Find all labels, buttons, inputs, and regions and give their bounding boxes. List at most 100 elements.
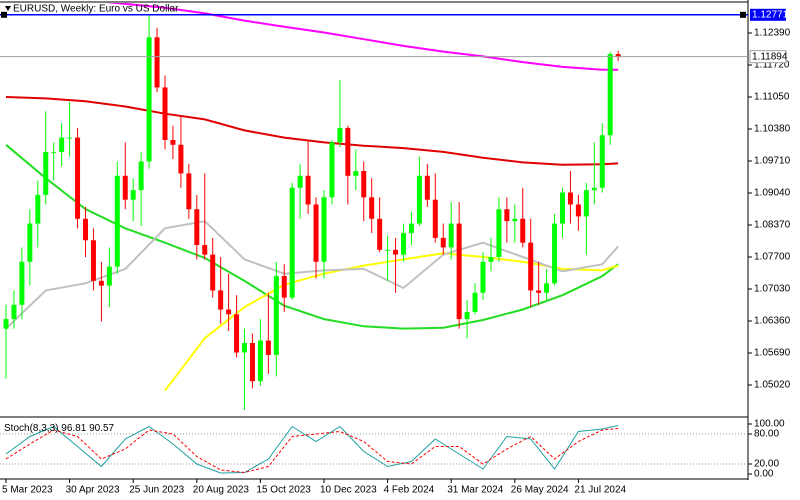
candle-body: [512, 218, 518, 222]
y-tick-label: 1.10380: [754, 124, 791, 135]
candle-body: [51, 151, 57, 153]
candle-body: [440, 237, 446, 248]
candle-body: [249, 342, 255, 382]
candle-body: [273, 276, 279, 355]
candle-body: [138, 161, 144, 191]
candle-body: [560, 192, 565, 224]
y-tick-label: 1.07030: [754, 284, 791, 295]
x-tick-label: 25 Jun 2023: [129, 485, 184, 496]
indicator-k: 96.81: [61, 423, 86, 434]
candle-body: [242, 342, 247, 353]
x-tick-label: 10 Dec 2023: [320, 485, 377, 496]
candle-body: [567, 192, 573, 205]
candle-body: [75, 137, 81, 219]
chart-title: EURUSD, Weekly: Euro vs US Dollar: [13, 4, 179, 15]
candle-body: [583, 190, 589, 217]
stochastic-plot: [0, 425, 748, 474]
candle-body: [408, 223, 414, 234]
candle-body: [528, 242, 534, 291]
level-label: 1.12771: [752, 9, 789, 20]
candle-body: [35, 194, 41, 224]
x-tick-label: 30 Apr 2023: [66, 485, 120, 496]
candle-body: [186, 173, 192, 210]
indicator-tick-label: 0.00: [754, 469, 774, 480]
candle-body: [488, 256, 494, 262]
header-icon: [5, 6, 11, 11]
y-tick-label: 1.07700: [754, 252, 791, 263]
indicator-tick-label: 100.00: [754, 419, 785, 430]
y-tick-label: 1.12390: [754, 28, 791, 39]
candle-body: [456, 223, 462, 320]
candle-body: [544, 283, 550, 293]
level-label-box: [750, 8, 786, 21]
candle-body: [210, 254, 216, 291]
y-tick-label: 1.09710: [754, 156, 791, 167]
candle-body: [130, 190, 136, 200]
candle-body: [281, 276, 287, 298]
y-tick-label: 1.11050: [754, 92, 790, 103]
candle-body: [170, 139, 176, 145]
candle-body: [146, 37, 152, 162]
y-tick-label: 1.06360: [754, 316, 791, 327]
candle-body: [599, 135, 605, 188]
candle-body: [59, 137, 65, 152]
candle-body: [520, 218, 526, 243]
candle-body: [90, 240, 96, 281]
candle-body: [194, 209, 200, 246]
candle-body: [162, 87, 168, 140]
candle-body: [27, 223, 33, 262]
y-tick-label: 1.05020: [754, 380, 791, 391]
indicator-tick-label: 20.00: [754, 459, 779, 470]
x-tick-label: 31 Mar 2024: [447, 485, 504, 496]
candle-body: [401, 233, 406, 255]
indicator-line: [5, 428, 619, 474]
candle-body: [607, 54, 613, 136]
indicator-d: 90.57: [89, 423, 114, 434]
x-tick-label: 4 Feb 2024: [384, 485, 435, 496]
moving-average: [5, 96, 619, 166]
candle-body: [496, 209, 502, 257]
candle-body: [432, 199, 438, 238]
indicator-line: [5, 425, 619, 474]
candle-body: [575, 204, 581, 217]
candle-body: [265, 340, 271, 355]
indicator-label: Stoch(8,3,3) 96.81 90.57: [4, 423, 115, 434]
level-marker: [740, 11, 746, 18]
candle-body: [83, 218, 88, 241]
candle-body: [369, 197, 375, 219]
candle-body: [615, 54, 621, 57]
candle-body: [305, 175, 311, 205]
candle-body: [448, 223, 454, 248]
candle-body: [19, 261, 25, 305]
candle-body: [313, 204, 319, 262]
candle-body: [353, 171, 359, 176]
last-price-label: 1.11894: [752, 51, 788, 62]
candle-body: [114, 175, 120, 267]
candle-body: [106, 266, 112, 286]
candle-body: [480, 261, 486, 293]
candle-body: [472, 292, 478, 312]
indicator-name: Stoch(8,3,3): [4, 423, 58, 434]
candle-body: [424, 175, 430, 200]
x-tick-label: 21 Jul 2024: [574, 485, 626, 496]
candle-body: [504, 209, 510, 222]
x-tick-label: 26 May 2024: [511, 485, 569, 496]
candle-body: [321, 197, 327, 262]
candle-body: [3, 319, 9, 329]
candle-body: [289, 187, 295, 298]
axes: 1.12390 1.11720 1.11050 1.10380 1.09710 1.090…: [1, 8, 791, 496]
candle-body: [43, 151, 49, 195]
candle-body: [218, 290, 224, 310]
candle-body: [337, 128, 343, 143]
candle-body: [393, 249, 399, 255]
level-marker: [1, 11, 7, 18]
candle-body: [297, 175, 303, 188]
x-tick-label: 5 Mar 2023: [2, 485, 53, 496]
candle-body: [98, 280, 104, 286]
candle-body: [122, 175, 128, 200]
indicator-tick-label: 80.00: [754, 429, 779, 440]
candle-body: [67, 137, 73, 139]
candle-body: [202, 245, 208, 255]
